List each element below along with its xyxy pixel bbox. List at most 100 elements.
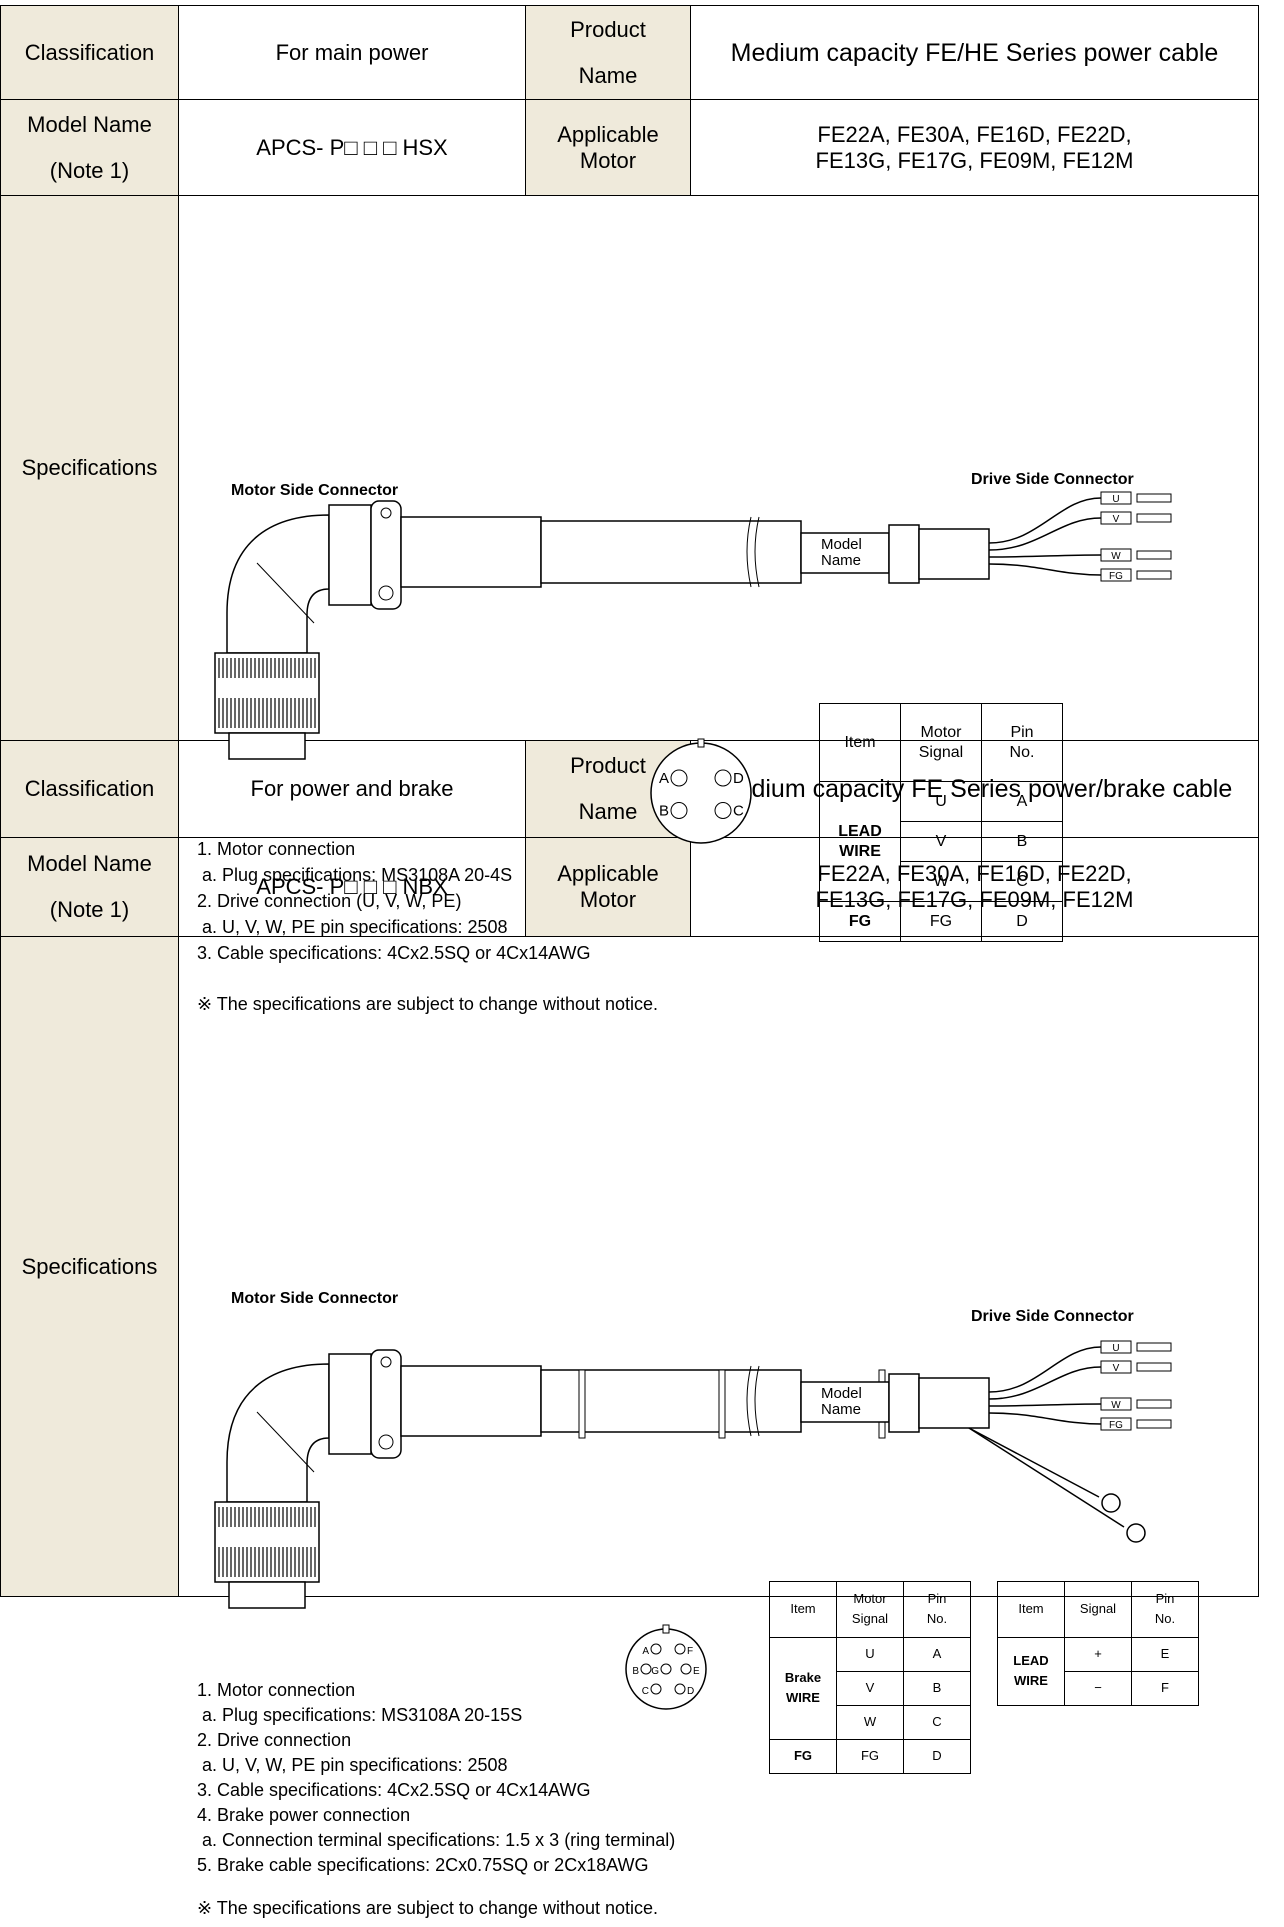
motor-side-connector-label: Motor Side Connector xyxy=(231,482,398,499)
spec-note: a. Connection terminal specifications: 1… xyxy=(197,1829,676,1850)
spec-note: 3. Cable specifications: 4Cx2.5SQ or 4Cx… xyxy=(197,943,591,963)
spec-note: 1. Motor connection xyxy=(197,839,356,859)
pin-table-signal: U xyxy=(900,781,982,822)
pin-table-header: Item xyxy=(819,703,901,782)
pin-terminal xyxy=(1136,1399,1172,1408)
cable-tie xyxy=(718,1369,726,1438)
pin-table: Item Signal Pin No. LEAD WIRE + E − F xyxy=(997,1580,1199,1706)
connector-pin-label: D xyxy=(733,770,744,787)
sleeve xyxy=(918,528,990,580)
wire-label-box xyxy=(1100,491,1132,505)
spec-note: a. Plug specifications: MS3108A 20-15S xyxy=(197,1704,523,1725)
cable xyxy=(888,1372,920,1433)
classification-label: Classification xyxy=(24,776,155,801)
wire-label: W xyxy=(1111,551,1121,562)
spec-note: 1. Motor connection xyxy=(197,1679,356,1700)
connector-pin-label: B xyxy=(632,1666,639,1677)
model-name-cell: APCS- P□ □ □ NBX xyxy=(178,837,526,937)
pin-terminal xyxy=(1136,1362,1172,1371)
pin-table-header-text: Item xyxy=(1018,1601,1044,1616)
flange-hole xyxy=(380,507,392,519)
model-name: APCS- P□ □ □ NBX xyxy=(256,874,448,899)
connector-pin xyxy=(670,769,688,787)
sleeve xyxy=(918,1376,990,1429)
cable-diagram: Motor Side Connector Drive Side Connector… xyxy=(214,471,1172,844)
connector-pin xyxy=(714,802,732,819)
classification-cell: For power and brake xyxy=(178,740,526,838)
spec-note: a. Plug specifications: MS3108A 20-4S xyxy=(197,865,513,885)
pin-table-signal: V xyxy=(836,1670,904,1706)
applicable-motor-label: Applicable xyxy=(557,861,659,886)
pin-table-header-text: Motor xyxy=(853,1591,887,1606)
pin-table-header: Item xyxy=(769,1580,837,1638)
wire-label-box xyxy=(1100,1360,1132,1373)
applicable-motor-label-cell: Applicable Motor xyxy=(525,837,691,937)
pin-table-header-text: Pin xyxy=(1155,1591,1175,1606)
connector-elbow xyxy=(226,1362,330,1503)
pin-table-header: Motor Signal xyxy=(836,1580,904,1638)
brake-wire xyxy=(968,1426,1100,1498)
specifications-cell: Motor Side Connector Drive Side Connector… xyxy=(178,195,1259,1014)
flange-screw xyxy=(378,1434,394,1449)
model-name-label-cell: Model Name (Note 1) xyxy=(0,837,179,937)
spec-note: 5. Brake cable specifications: 2Cx0.75SQ… xyxy=(197,1854,649,1875)
product-name: Medium capacity FE/HE Series power cable xyxy=(730,38,1219,67)
connector-pin-label: B xyxy=(659,803,669,820)
pin-table-pin: B xyxy=(903,1670,971,1706)
wire xyxy=(988,554,1102,558)
pin-table-signal: V xyxy=(900,821,982,862)
cable-break xyxy=(746,516,760,588)
pin-table: Item Motor Signal Pin No. Brake WIRE U A V B W C FG FG… xyxy=(769,1580,971,1774)
connector-pin-label: D xyxy=(687,1686,694,1697)
pin-terminal xyxy=(1136,1342,1172,1351)
pin-table-signal: − xyxy=(1064,1670,1132,1706)
knurling xyxy=(218,658,316,728)
model-name-tag-text: Model xyxy=(821,536,862,553)
spec-note: 3. Cable specifications: 4Cx2.5SQ or 4Cx… xyxy=(197,1779,591,1800)
ring-terminal xyxy=(1126,1522,1146,1543)
brake-wire xyxy=(968,1426,1125,1528)
spec-row: Specifications Motor Side Connector Drive… xyxy=(0,936,1259,1918)
cable-tie xyxy=(578,1369,586,1438)
pin-table-header-text: No. xyxy=(1009,743,1035,761)
wire-label: U xyxy=(1112,1343,1119,1354)
spec-note: 2. Drive connection (U, V, W, PE) xyxy=(197,891,462,911)
connector-line xyxy=(256,562,315,624)
specifications-label: Specifications xyxy=(21,1253,158,1279)
flange-hole xyxy=(380,1356,392,1367)
connector-pin-label: E xyxy=(693,1666,700,1677)
model-name-tag xyxy=(800,1380,890,1423)
wire-label-box xyxy=(1100,548,1132,562)
specifications-cell: Motor Side Connector Drive Side Connector… xyxy=(178,936,1259,1918)
wire xyxy=(988,563,1102,576)
product-name-label: Name xyxy=(578,62,638,88)
product-name-label: Name xyxy=(578,799,638,824)
product-name-label: Product xyxy=(570,16,646,42)
wire-label-box xyxy=(1100,1397,1132,1410)
pin-table-item: LEAD WIRE xyxy=(819,781,901,902)
pin-table-item: LEAD WIRE xyxy=(997,1636,1065,1706)
pin-table-item-text: LEAD xyxy=(838,822,882,840)
connector-pin-label: C xyxy=(642,1686,649,1697)
connector-base xyxy=(228,732,306,760)
connector-pin-label: C xyxy=(733,803,744,820)
drive-side-connector-label: Drive Side Connector xyxy=(971,471,1134,488)
pin-table-header: Motor Signal xyxy=(900,703,982,782)
pin-table-item-text: WIRE xyxy=(839,842,881,860)
coupling-nut xyxy=(328,504,372,606)
wire xyxy=(988,497,1102,544)
spec-note: 4. Brake power connection xyxy=(197,1804,411,1825)
connector-pin xyxy=(670,802,688,819)
connector-line xyxy=(256,1411,315,1472)
pin-table-item-text: LEAD xyxy=(1013,1653,1049,1668)
pin-table-pin: A xyxy=(903,1636,971,1672)
pin-table-item-text: FG xyxy=(793,1748,813,1763)
knurling xyxy=(218,1506,316,1577)
pin-table-item: FG xyxy=(769,1738,837,1774)
flange-screw xyxy=(378,585,394,601)
document: Classification For main power Product Nam… xyxy=(0,5,1259,1918)
specifications-label: Specifications xyxy=(21,455,158,480)
pin-table-header-text: Signal xyxy=(1079,1601,1117,1616)
pin-table-pin: D xyxy=(903,1738,971,1774)
spec-note: 2. Drive connection xyxy=(197,1729,352,1750)
